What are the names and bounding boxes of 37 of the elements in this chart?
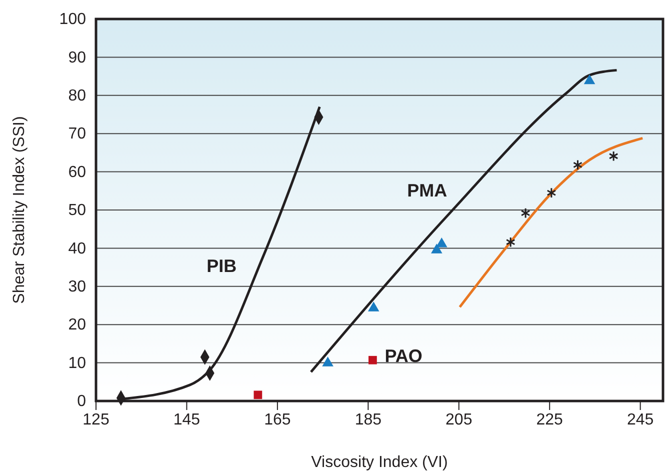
y-tick-label: 0: [77, 393, 86, 410]
series-label: PMA: [407, 180, 448, 201]
point: [572, 160, 582, 170]
point: [584, 74, 596, 84]
y-tick-label: 60: [68, 164, 86, 181]
y-tick-label: 70: [68, 126, 86, 143]
x-tick-label: 125: [82, 411, 110, 428]
point: [368, 356, 377, 364]
point: [520, 208, 530, 218]
y-tick-label: 10: [68, 354, 86, 372]
x-tick-label: 225: [536, 411, 564, 428]
y-tick-label: 20: [68, 316, 86, 334]
x-tick-label: 165: [264, 411, 291, 428]
series-label: PAO: [384, 346, 422, 366]
y-tick-label: 50: [68, 202, 86, 220]
y-tick-label: 80: [68, 88, 86, 105]
x-tick-label: 245: [626, 411, 654, 428]
line-series: [310, 68, 618, 374]
point: [608, 150, 618, 162]
x-axis-title: Viscosity Index (VI): [311, 454, 448, 471]
series-label: PIB: [206, 256, 237, 276]
point: [546, 187, 556, 198]
point: [431, 244, 442, 254]
x-tick-label: 185: [354, 411, 382, 428]
x-tick-label: 205: [446, 411, 472, 428]
point: [506, 236, 516, 248]
y-tick-label: 90: [68, 49, 86, 66]
y-tick-label: 30: [68, 278, 86, 296]
y-tick-label: 100: [59, 11, 86, 28]
point: [368, 302, 380, 312]
y-axis-title: Shear Stability Index (SSI): [11, 116, 28, 304]
point: [254, 390, 262, 400]
line-series: [458, 136, 644, 308]
point: [436, 237, 448, 248]
y-tick-label: 40: [68, 240, 86, 258]
point: [322, 356, 334, 366]
x-tick-label: 145: [173, 411, 200, 428]
